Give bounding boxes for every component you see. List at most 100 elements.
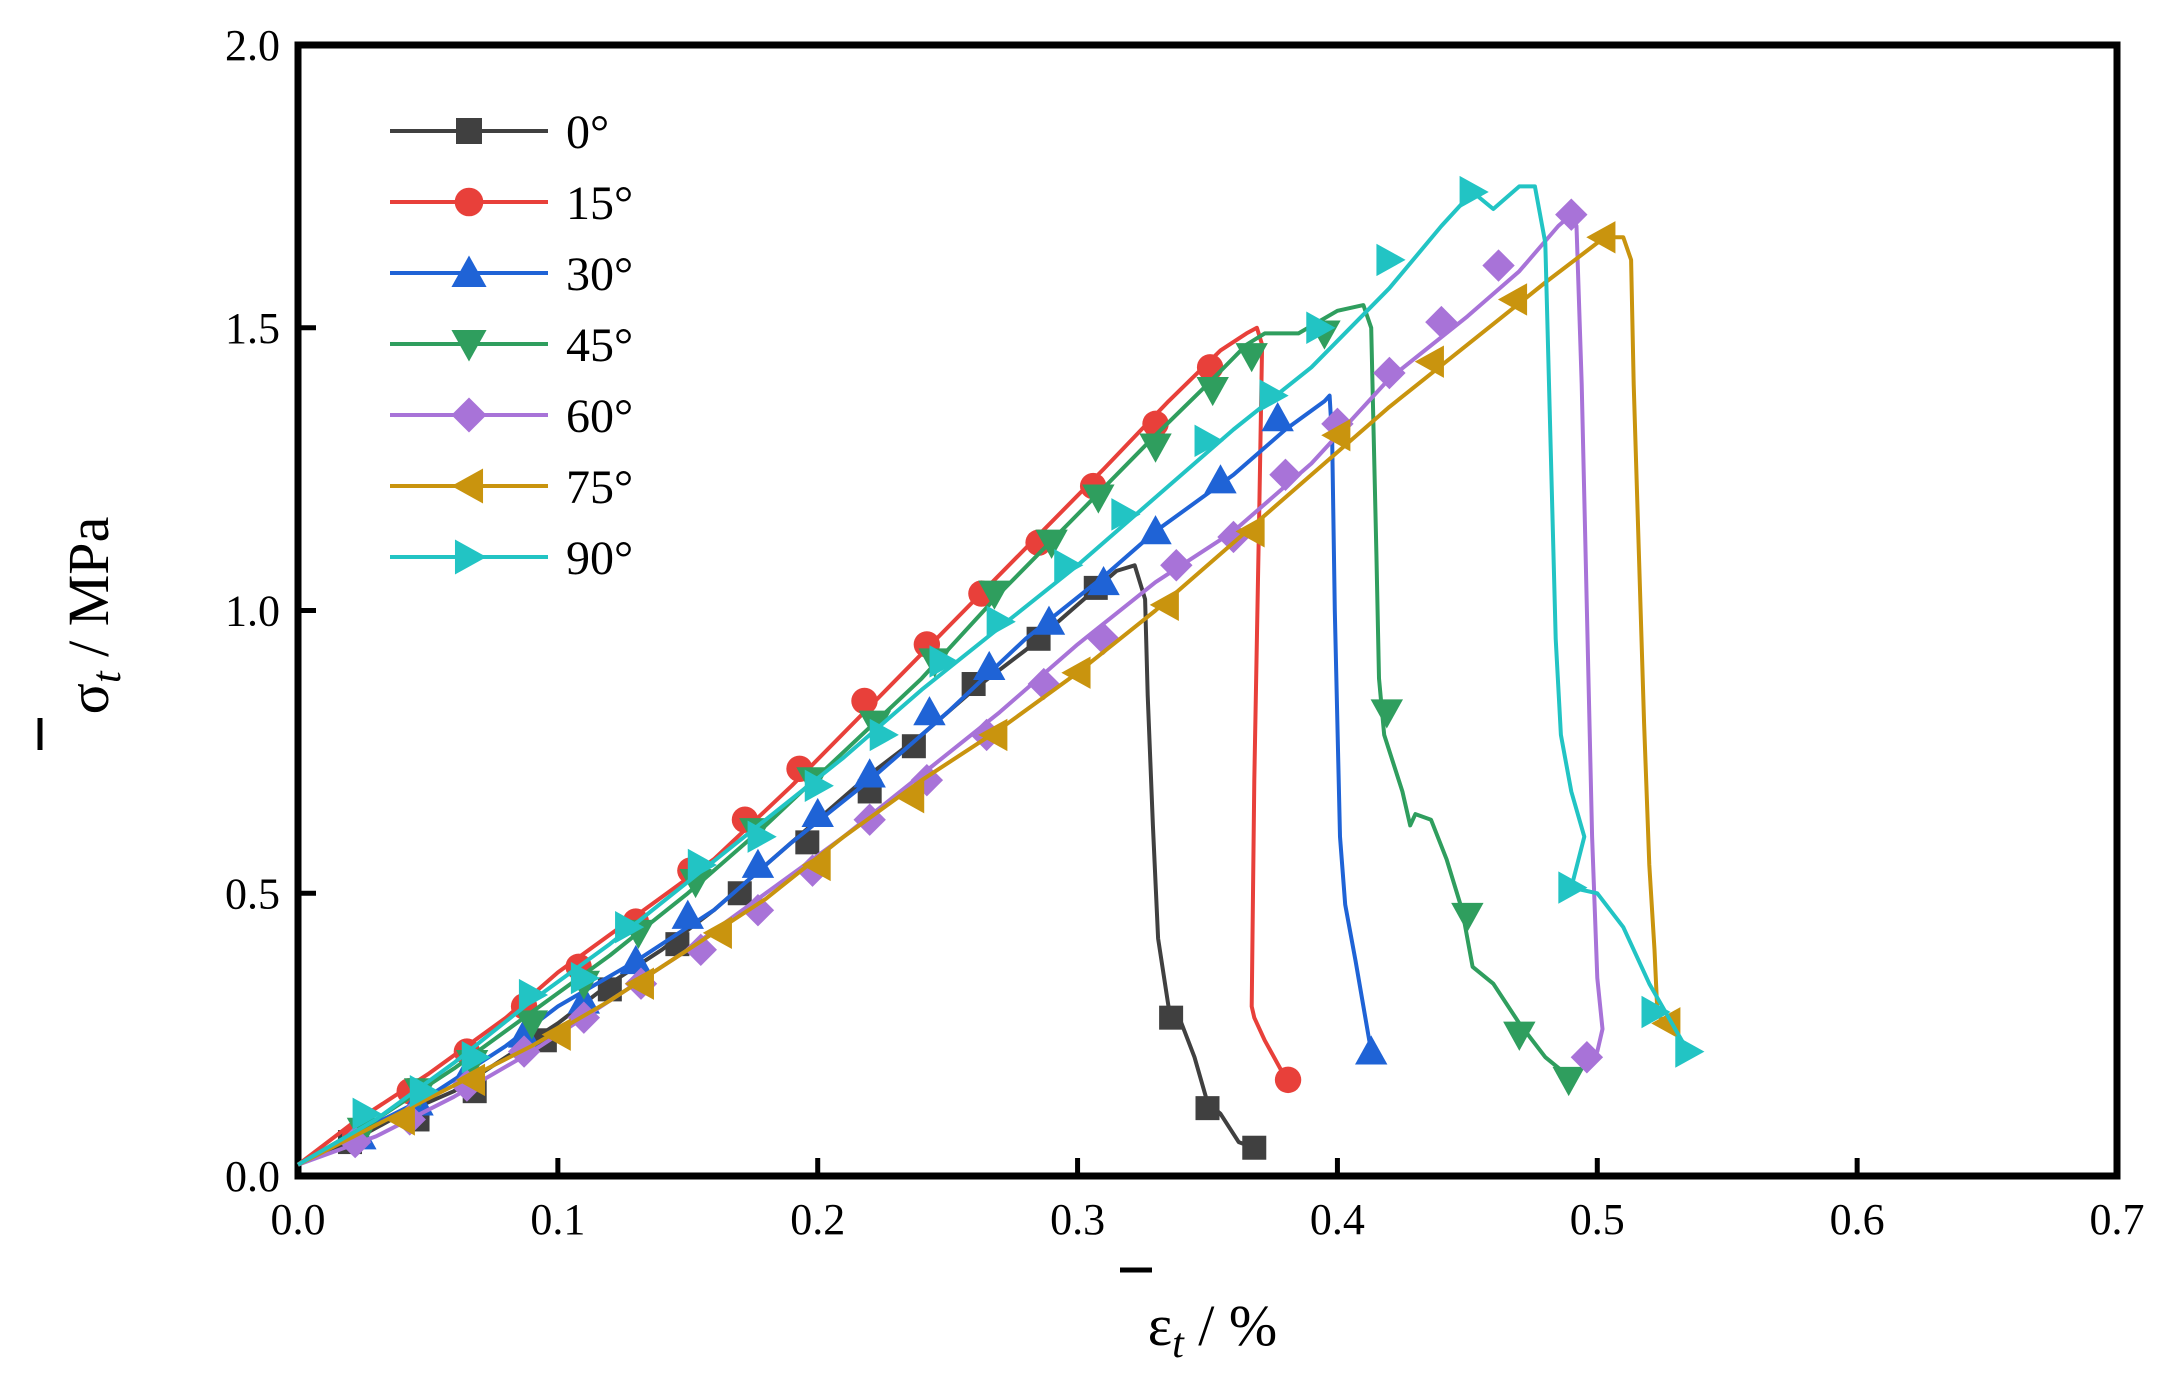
data-point: [910, 763, 944, 797]
x-tick-label: 0.5: [1570, 1195, 1625, 1244]
legend-swatch-marker: [456, 118, 482, 144]
data-point: [851, 687, 878, 715]
data-point: [741, 894, 775, 927]
legend-item: 15°: [390, 177, 633, 230]
y-axis-symbol: σ: [56, 683, 121, 714]
y-tick-label: 1.5: [225, 304, 280, 353]
data-point: [1242, 1135, 1267, 1160]
legend-swatch-marker: [451, 397, 487, 433]
x-axis-subscript: t: [1172, 1321, 1185, 1367]
data-point: [1195, 1096, 1220, 1121]
data-point: [515, 1010, 549, 1040]
data-point: [929, 645, 959, 678]
data-point: [570, 961, 601, 995]
data-point: [1160, 549, 1193, 582]
data-point: [895, 780, 925, 814]
data-point: [1497, 283, 1528, 316]
data-point: [978, 718, 1008, 752]
data-point: [1259, 379, 1289, 412]
data-point: [1149, 588, 1179, 622]
data-point: [1139, 515, 1172, 545]
data-point: [702, 916, 732, 950]
data-point: [1641, 995, 1671, 1029]
series-line: [297, 212, 1605, 1167]
data-point: [1675, 1035, 1705, 1068]
data-point: [1355, 1035, 1388, 1065]
x-tick-label: 0.2: [790, 1195, 845, 1244]
x-tick-label: 0.1: [530, 1195, 585, 1244]
data-point: [973, 650, 1006, 681]
legend-item: 0°: [390, 106, 609, 159]
svg-text:σt / MPa: σt / MPa: [56, 517, 130, 715]
legend-item: 30°: [390, 248, 633, 301]
series-5: [297, 221, 1681, 1167]
legend-label: 60°: [566, 390, 633, 443]
data-point: [1159, 1005, 1184, 1030]
data-point: [1555, 198, 1588, 231]
x-axis-title: εt / %: [1120, 1267, 1277, 1367]
data-point: [1552, 1066, 1585, 1097]
data-point: [801, 848, 831, 882]
legend-label: 75°: [566, 461, 633, 514]
data-point: [1196, 376, 1229, 407]
y-tick-label: 1.0: [225, 587, 280, 636]
data-point: [624, 967, 654, 1000]
legend-label: 30°: [566, 248, 633, 301]
data-point: [671, 899, 704, 929]
data-point: [507, 1018, 541, 1048]
data-point: [1235, 343, 1268, 373]
y-tick-label: 0.5: [225, 869, 280, 918]
data-point: [1503, 1021, 1536, 1051]
data-point: [1414, 345, 1444, 378]
data-point: [741, 848, 775, 878]
data-point: [1139, 433, 1172, 463]
data-point: [518, 978, 549, 1012]
y-axis-unit: / MPa: [56, 517, 121, 672]
series-line: [297, 235, 1668, 1167]
data-point: [1035, 529, 1068, 559]
x-axis: 0.0 0.1 0.2 0.3 0.4 0.5 0.6 0.7: [271, 1158, 2145, 1244]
data-point: [869, 718, 899, 752]
legend: 0° 15° 30° 45° 60° 75° 90°: [390, 106, 633, 585]
data-point: [1082, 484, 1115, 514]
data-point: [1235, 515, 1265, 548]
data-point: [853, 758, 886, 788]
legend-swatch-marker: [454, 539, 487, 575]
data-point: [461, 1041, 491, 1074]
data-point: [1194, 424, 1224, 458]
y-tick-label: 0.0: [225, 1152, 280, 1201]
data-point: [1451, 902, 1484, 933]
data-point: [804, 769, 834, 803]
data-point: [679, 868, 712, 899]
data-point: [1459, 175, 1489, 209]
data-point: [1425, 305, 1458, 339]
legend-swatch-marker: [451, 255, 487, 288]
data-point: [619, 944, 653, 975]
y-axis-subscript: t: [84, 670, 130, 683]
data-point: [913, 696, 946, 726]
data-point: [1111, 498, 1141, 531]
data-point: [1651, 1007, 1681, 1040]
data-point: [1373, 356, 1406, 390]
data-point: [1370, 699, 1404, 729]
series-layer: [296, 175, 1705, 1167]
data-point: [684, 933, 717, 966]
x-tick-label: 0.0: [271, 1195, 326, 1244]
data-point: [986, 605, 1016, 639]
x-tick-label: 0.6: [1830, 1195, 1885, 1244]
y-axis-title: σt / MPa: [37, 517, 130, 750]
data-point: [385, 1103, 415, 1136]
legend-label: 45°: [566, 319, 633, 372]
data-point: [352, 1097, 382, 1130]
series-line: [297, 393, 1374, 1167]
legend-item: 45°: [390, 319, 633, 372]
x-axis-symbol: ε: [1148, 1293, 1172, 1358]
data-point: [795, 830, 820, 855]
data-point: [1032, 605, 1066, 635]
y-tick-label: 2.0: [225, 21, 280, 70]
data-point: [1306, 311, 1336, 344]
data-point: [1274, 1066, 1302, 1094]
data-point: [615, 910, 645, 944]
legend-label: 0°: [566, 106, 609, 159]
